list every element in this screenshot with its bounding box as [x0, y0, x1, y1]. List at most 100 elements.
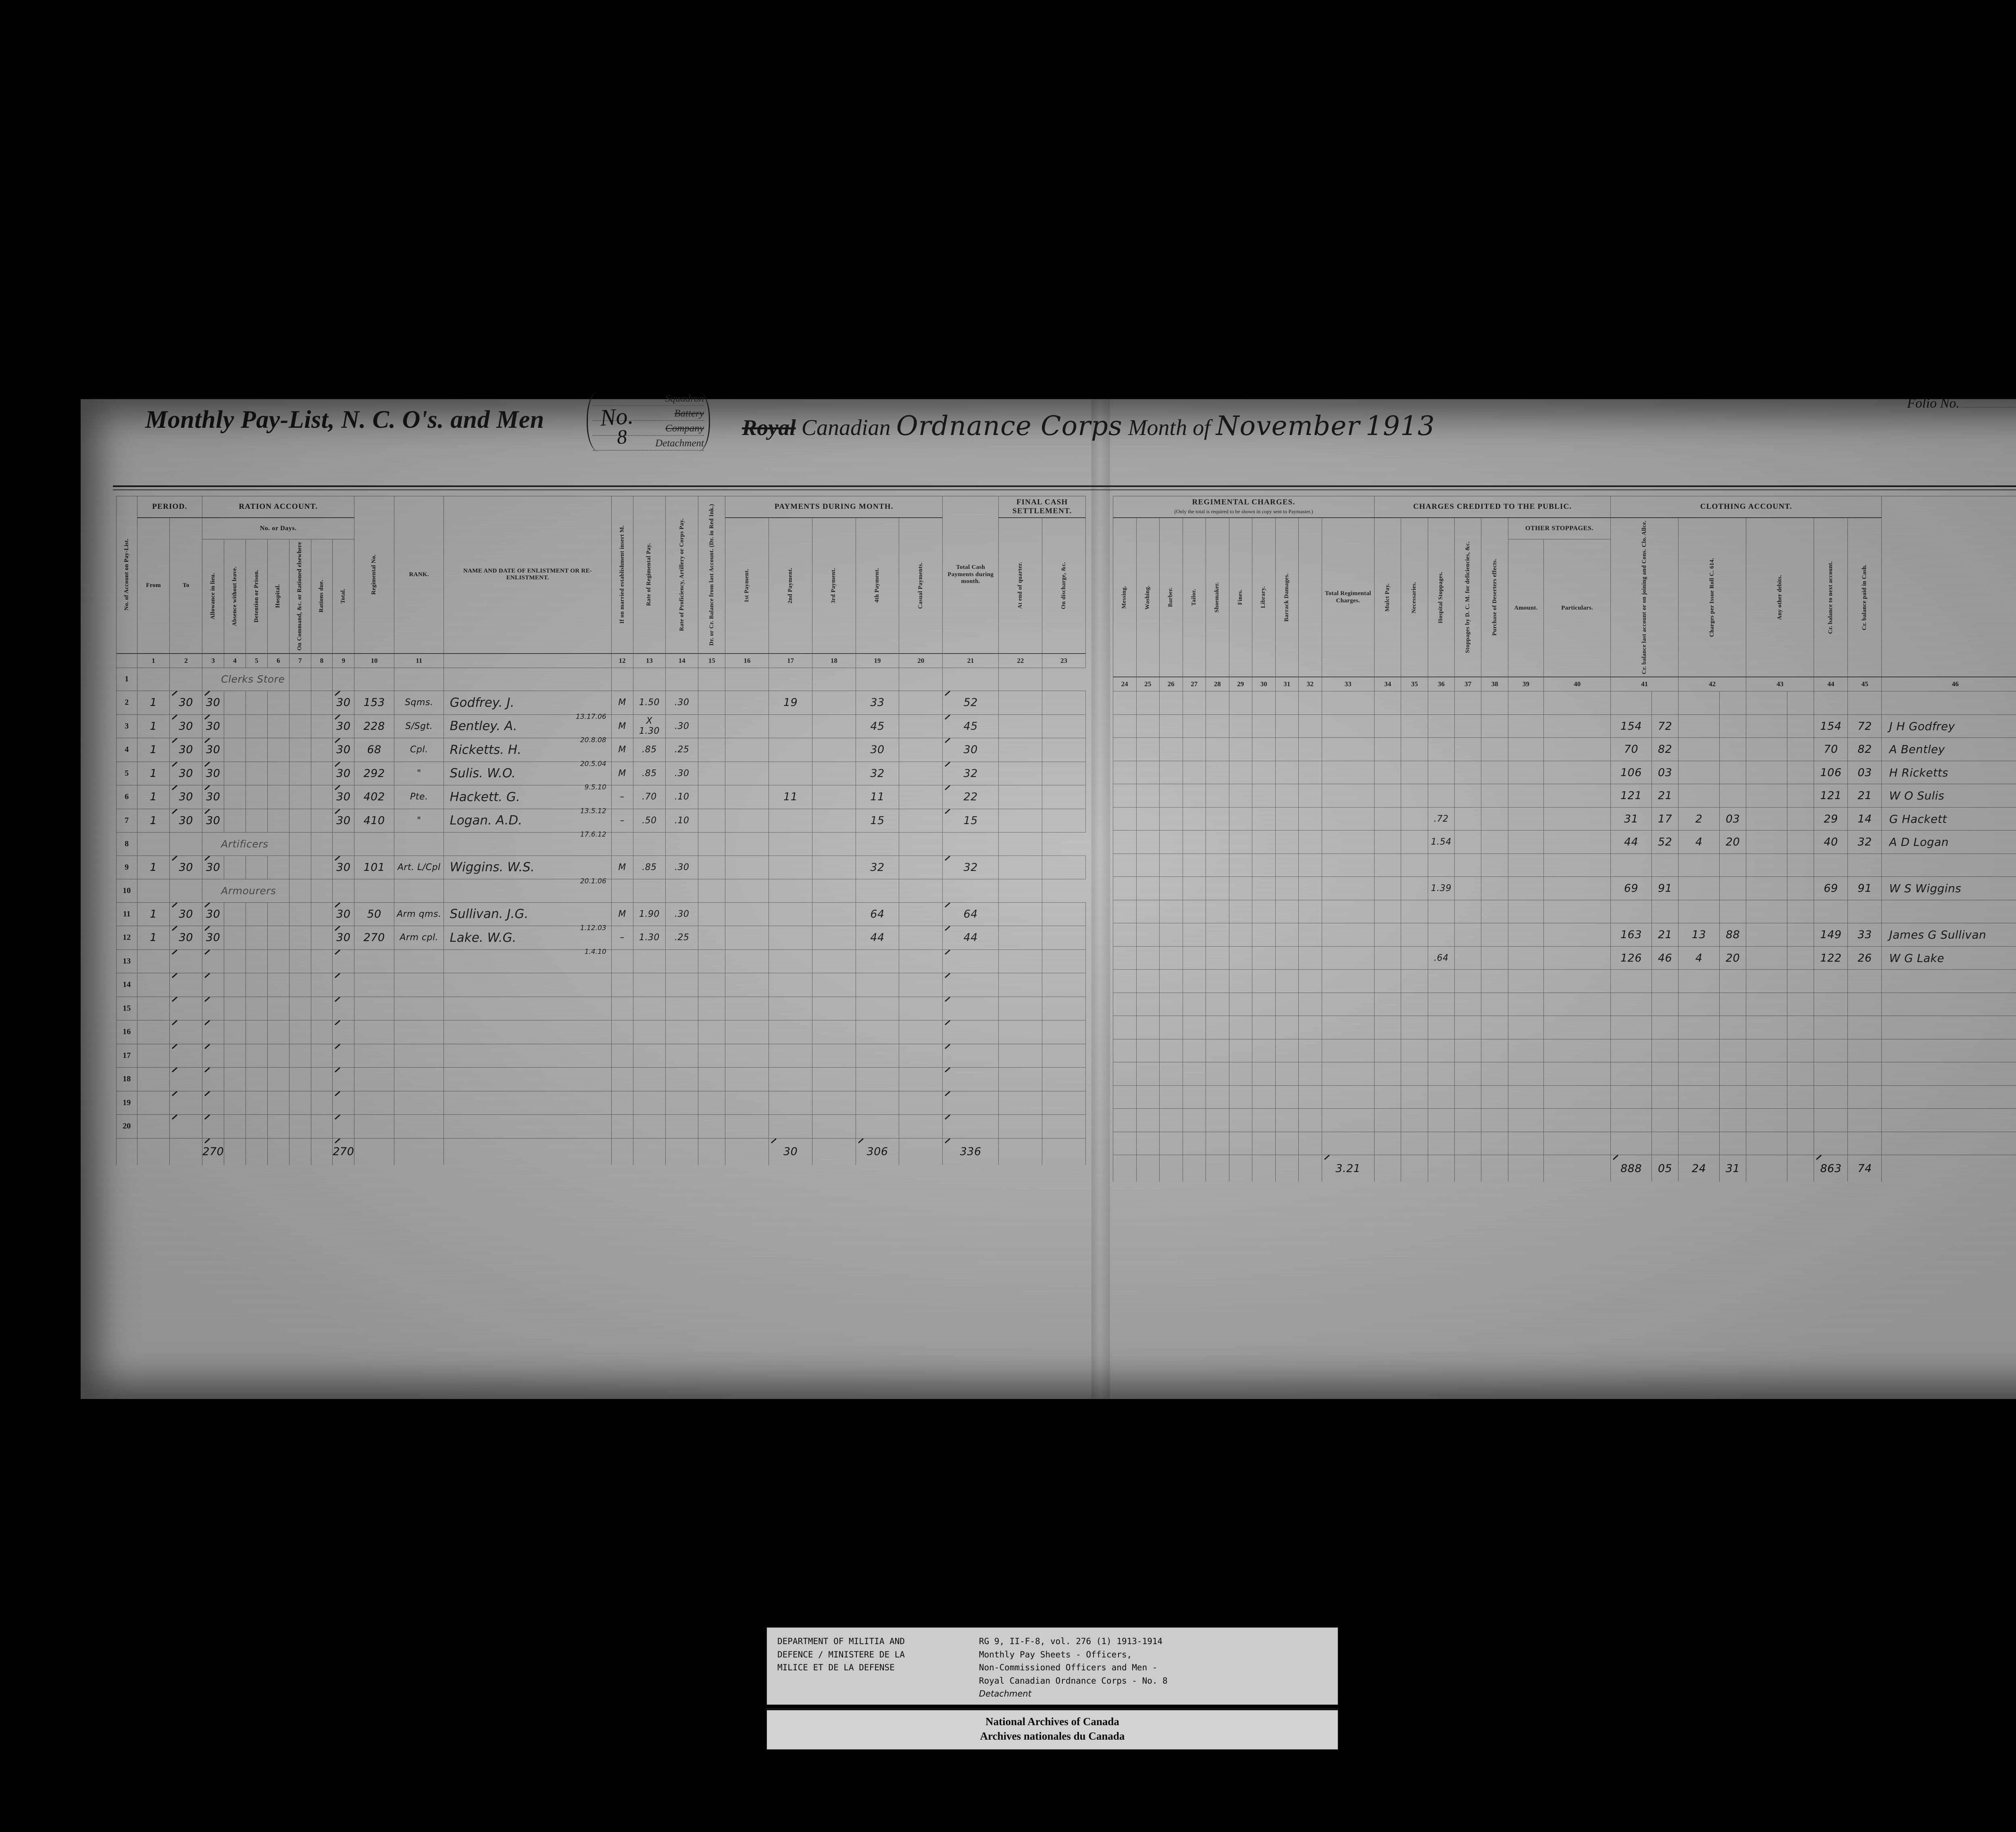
regimental-charge-cell [1113, 1085, 1137, 1109]
total-cash-payments: 32 [942, 855, 999, 880]
rate-regimental-pay: 1.50 [633, 691, 666, 715]
regimental-charge-cell [1113, 923, 1137, 947]
dcm-stoppages [1454, 899, 1482, 924]
regimental-charge-cell [1229, 1039, 1252, 1063]
regimental-charge-cell [1182, 899, 1206, 924]
deserters-effects [1481, 691, 1508, 715]
other-stoppage-particulars [1543, 1085, 1611, 1109]
regimental-no: 270 [354, 926, 395, 950]
totals-debits-cents: 31 [1719, 1155, 1747, 1182]
ration-total: 30 [332, 926, 355, 950]
period-from [137, 1091, 170, 1115]
regimental-charge-cell [1136, 784, 1160, 808]
detention-prison [245, 973, 268, 997]
colnum-22: 22 [998, 653, 1043, 668]
table-row: 7 1 30 30 30 410 " Logan. A.D. 17.6.12 – .50.10… [116, 808, 1086, 839]
totals-charge [1275, 1155, 1299, 1182]
payment-1 [725, 996, 769, 1021]
th-casual-payments: Casual Payments. [917, 562, 924, 609]
row-number: 16 [116, 1020, 137, 1044]
ration-total: 30 [332, 761, 355, 786]
other-debits-cents [1787, 830, 1814, 854]
soldier-name: Hackett. G. [450, 789, 520, 804]
other-debits-cents [1787, 992, 1814, 1016]
dr-cr-balance [698, 714, 726, 739]
rank [394, 1067, 444, 1091]
empty-cell [611, 667, 633, 691]
total-regimental-charges [1321, 784, 1375, 808]
regimental-charge-cell [1136, 899, 1160, 924]
regimental-charge-cell [1229, 876, 1252, 900]
on-command [289, 973, 311, 997]
regimental-charge-cell [1182, 969, 1206, 993]
regimental-charge-cell [1229, 1131, 1252, 1155]
colnum-1: 1 [137, 653, 170, 668]
mulct-pay [1374, 876, 1402, 900]
charges-issue-roll-cents [1719, 1039, 1747, 1063]
archive-ref-line-2: Monthly Pay Sheets - Officers, [979, 1649, 1132, 1659]
regimental-charge-cell [1298, 807, 1322, 831]
th-ration-total: Total. [339, 589, 346, 604]
empty-cell [665, 667, 699, 691]
payment-2 [768, 949, 812, 974]
colnum-4: 4 [224, 653, 246, 668]
totals-pay2: 30 [768, 1138, 812, 1165]
regimental-charge-cell [1113, 691, 1137, 715]
other-stoppage-amount [1508, 784, 1544, 808]
regimental-charge-cell [1136, 1108, 1160, 1132]
other-stoppage-amount [1508, 1108, 1544, 1132]
regimental-no [354, 1091, 395, 1115]
payment-3 [812, 714, 856, 739]
other-debits-cents [1787, 737, 1814, 761]
payment-3 [812, 996, 856, 1021]
empty-cell [698, 879, 726, 903]
hospital-days [267, 1020, 289, 1044]
dcm-stoppages [1454, 830, 1482, 854]
total-regimental-charges [1321, 1039, 1375, 1063]
necessaries [1401, 807, 1428, 831]
empty-cell [665, 879, 699, 903]
mulct-pay [1374, 691, 1402, 715]
charges-issue-roll-dollars: 4 [1678, 830, 1720, 854]
dcm-stoppages [1454, 784, 1482, 808]
other-stoppage-particulars [1543, 1108, 1611, 1132]
cr-balance-last-dollars [1610, 992, 1652, 1016]
regimental-charge-cell [1136, 714, 1160, 738]
total-regimental-charges [1321, 876, 1375, 900]
totals-charge [1136, 1155, 1160, 1182]
th-regimental-charges-note: (Only the total is required to be shown … [1174, 508, 1313, 514]
on-command [289, 1067, 311, 1091]
th-deserters-effects: Purchase of Deserters effects. [1491, 559, 1498, 636]
row-number: 13 [116, 949, 137, 974]
regimental-charge-cell [1136, 1131, 1160, 1155]
row-number: 7 [116, 808, 137, 833]
charges-issue-roll-dollars [1678, 1131, 1720, 1155]
rank [394, 1020, 444, 1044]
regimental-charge-cell [1206, 760, 1229, 785]
soldier-name: Ricketts. H. [450, 742, 522, 757]
dr-cr-balance [698, 691, 726, 715]
allowance-in-lieu [202, 973, 225, 997]
married-flag: – [611, 926, 633, 950]
cr-balance-last-dollars [1610, 853, 1652, 877]
cr-balance-next-dollars: 149 [1814, 923, 1848, 947]
deserters-effects [1481, 784, 1508, 808]
empty-cell [998, 832, 1043, 856]
casual-payments [899, 902, 943, 926]
cr-balance-next-cents: 26 [1847, 946, 1882, 970]
rations-due [310, 691, 333, 715]
on-discharge [1042, 996, 1086, 1021]
th-rank: RANK. [394, 495, 444, 654]
other-debits-cents [1787, 876, 1814, 900]
allowance-in-lieu: 30 [202, 714, 225, 739]
cr-balance-last-cents: 82 [1651, 737, 1679, 761]
regimental-charge-cell [1298, 1108, 1322, 1132]
cr-balance-next-dollars [1814, 691, 1848, 715]
totals-total-regimental: 3.21 [1321, 1155, 1375, 1182]
colnum-33: 33 [1321, 677, 1375, 692]
table-row: 10 [1113, 899, 2016, 924]
absence-without-leave [224, 1091, 246, 1115]
regimental-charge-cell [1275, 1085, 1299, 1109]
period-from [137, 996, 170, 1021]
regimental-charge-cell [1113, 899, 1137, 924]
